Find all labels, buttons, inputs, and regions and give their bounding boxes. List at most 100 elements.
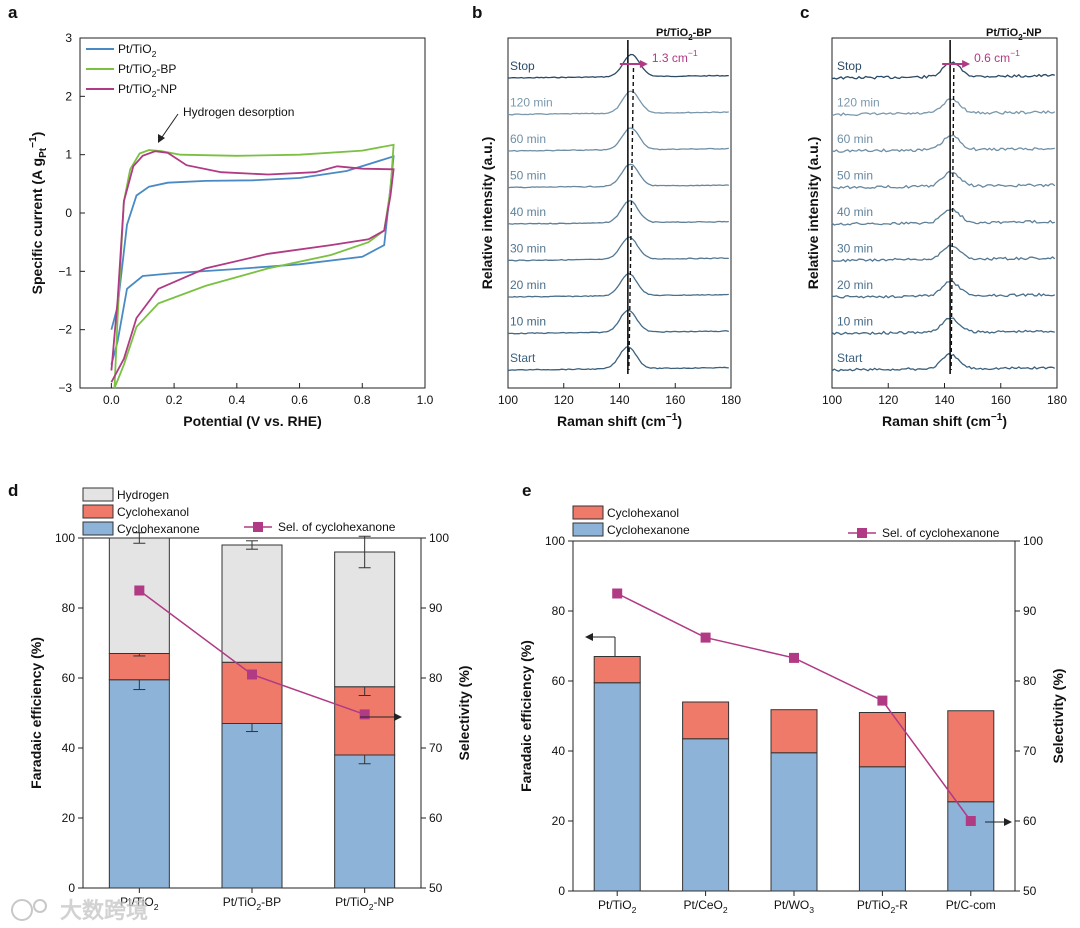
annotation-arrow	[159, 113, 179, 141]
bar-cyclohexanone	[593, 682, 641, 892]
selectivity-point	[789, 652, 799, 663]
x-axis-label: Potential (V vs. RHE)	[183, 413, 321, 429]
legend-label: Pt/TiO2-BP	[118, 62, 176, 79]
y-tick-label: 1	[65, 148, 72, 162]
trace-line	[831, 170, 1056, 190]
trace-line	[507, 90, 729, 116]
selectivity-point	[134, 585, 145, 596]
trace-label: 50 min	[837, 169, 873, 183]
trace-line	[507, 236, 729, 262]
panel-c: 100 120 140 160 180 Raman shift (cm−1) Relativ…	[805, 27, 1067, 429]
shift-line	[628, 67, 635, 371]
trace-line	[508, 53, 729, 79]
panel-letter-b: b	[472, 3, 482, 22]
y2-tick-label: 80	[1023, 674, 1037, 688]
legend-label: Cyclohexanol	[117, 505, 189, 519]
selectivity-point	[965, 816, 976, 826]
trace-label: 50 min	[510, 169, 546, 183]
trace-label: 20 min	[837, 278, 873, 292]
panel-title: Pt/TiO2-NP	[986, 27, 1042, 42]
y2-tick-label: 50	[1023, 884, 1037, 898]
legend-label: Cyclohexanone	[607, 523, 690, 537]
bar-cyclohexanol	[770, 709, 818, 754]
y-tick-label: 40	[552, 744, 566, 758]
trace-line	[508, 272, 729, 298]
shift-line	[950, 67, 955, 371]
axis-pointer-head	[394, 713, 402, 721]
legend-label: Hydrogen	[117, 488, 169, 502]
y-tick-label: 60	[552, 674, 566, 688]
x-tick-label: 160	[665, 393, 685, 407]
selectivity-point	[877, 695, 888, 706]
x-tick-label: 0.4	[228, 393, 245, 407]
bar-cyclohexanone	[947, 801, 995, 892]
annotation-text: Hydrogen desorption	[183, 105, 294, 119]
y2-tick-label: 80	[429, 671, 443, 685]
bar-cyclohexanol	[858, 712, 906, 768]
x-tick-label: Pt/WO3	[774, 898, 814, 915]
bar-hydrogen	[108, 537, 170, 654]
x-tick-label: 180	[721, 393, 741, 407]
bar-cyclohexanone	[108, 679, 170, 889]
legend-label: Sel. of cyclohexanone	[278, 520, 396, 534]
trace-label: 10 min	[510, 315, 546, 329]
trace-line	[831, 134, 1055, 153]
x-tick-label: Pt/TiO2-BP	[223, 895, 281, 912]
trace-label: 30 min	[510, 242, 546, 256]
y-tick-label: 80	[552, 604, 566, 618]
trace-label: 120 min	[837, 96, 880, 110]
bar-hydrogen	[221, 544, 283, 663]
x-tick-label: 0.2	[166, 393, 183, 407]
x-tick-label: 100	[498, 393, 518, 407]
legend-swatch	[572, 522, 604, 537]
trace-label: 30 min	[837, 242, 873, 256]
panel-b: 100 120 140 160 180 Raman shift (cm−1) Relativ…	[479, 27, 741, 429]
y-tick-label: 80	[62, 601, 76, 615]
bar-cyclohexanol	[108, 653, 170, 681]
trace-line	[507, 127, 729, 152]
y2-tick-label: 100	[1023, 534, 1043, 548]
shift-arrowhead	[639, 60, 648, 68]
legend-label: Pt/TiO2-NP	[118, 82, 177, 99]
y-tick-label: 60	[62, 671, 76, 685]
legend-marker	[253, 522, 263, 532]
trace-label: 60 min	[510, 132, 546, 146]
trace-label: 40 min	[837, 205, 873, 219]
y-axis-label: Relative intensity (a.u.)	[479, 137, 495, 289]
x-tick-label: Pt/CeO2	[684, 898, 728, 915]
y-tick-label: 2	[65, 89, 72, 103]
x-tick-label: 1.0	[417, 393, 434, 407]
bar-cyclohexanol	[593, 656, 641, 684]
selectivity-point	[359, 709, 370, 720]
y-tick-label: 3	[65, 31, 72, 45]
panel-letter-e: e	[522, 481, 531, 500]
y-tick-label: 0	[558, 884, 565, 898]
trace-line	[507, 163, 729, 189]
y-tick-label: 20	[552, 814, 566, 828]
shift-annotation: 1.3 cm−1	[652, 48, 698, 65]
x-tick-label: Pt/C-com	[946, 898, 996, 912]
annotation-arrowhead	[158, 134, 165, 143]
axis-pointer-head	[585, 633, 593, 641]
bar-cyclohexanol	[334, 686, 396, 756]
shift-annotation: 0.6 cm−1	[974, 48, 1020, 65]
trace-label: 10 min	[837, 315, 873, 329]
legend-swatch	[82, 487, 114, 502]
x-tick-label: 0.0	[103, 393, 120, 407]
legend-marker	[857, 528, 867, 538]
y2-tick-label: 90	[429, 601, 443, 615]
trace-line	[831, 317, 1055, 336]
trace-label: Start	[837, 351, 863, 365]
bar-cyclohexanol	[682, 701, 730, 740]
y-tick-label: −1	[58, 264, 72, 278]
y-tick-label: 20	[62, 811, 76, 825]
x-axis-label: Raman shift (cm−1)	[882, 412, 1007, 429]
y2-tick-label: 70	[1023, 744, 1037, 758]
trace-line	[831, 244, 1056, 263]
shift-arrowhead	[962, 60, 971, 68]
watermark-logo	[33, 899, 47, 913]
y-tick-label: −2	[58, 323, 72, 337]
x-tick-label: 0.8	[354, 393, 371, 407]
panel-d: 0 20 40 60 80 100 50 60 70 80 90 100 Faradaic effici…	[28, 487, 472, 912]
